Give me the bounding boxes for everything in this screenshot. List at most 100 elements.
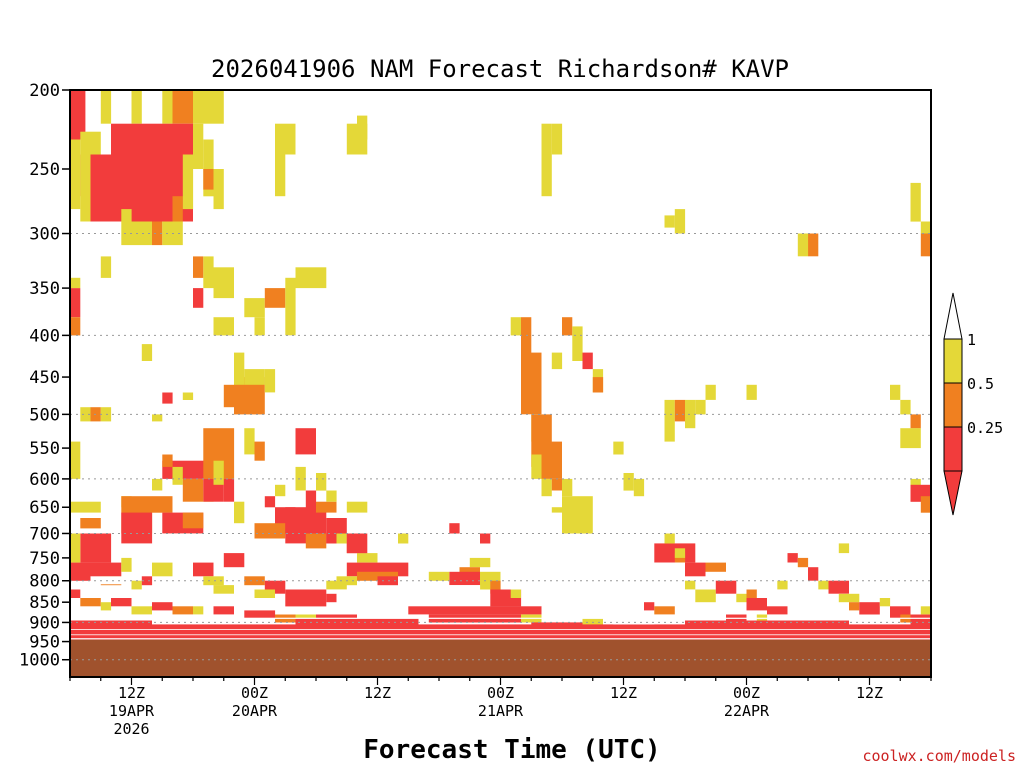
ri-region-Y-84 bbox=[664, 399, 675, 442]
ri-region-Y-81 bbox=[613, 441, 624, 455]
ri-gap-9 bbox=[613, 618, 655, 625]
ri-region-Y-166 bbox=[203, 576, 224, 586]
ri-region-Y-22 bbox=[100, 256, 112, 278]
ri-region-O-106 bbox=[152, 496, 173, 513]
ri-region-Y-13 bbox=[131, 221, 152, 246]
ri-region-Y-72 bbox=[562, 478, 573, 497]
ri-region-Y-31 bbox=[244, 298, 265, 318]
ri-region-O-65 bbox=[521, 352, 542, 415]
ri-region-R-226 bbox=[70, 620, 152, 627]
ri-region-O-131 bbox=[305, 533, 327, 549]
ri-region-Y-177 bbox=[100, 602, 112, 611]
y-tick-label-450: 450 bbox=[29, 368, 60, 388]
ri-region-Y-107 bbox=[152, 478, 163, 491]
ri-region-Y-95 bbox=[910, 478, 921, 491]
ri-region-R-212 bbox=[787, 553, 798, 563]
ri-region-Y-34 bbox=[285, 277, 296, 336]
ri-region-R-155 bbox=[377, 576, 398, 586]
ri-region-Y-35 bbox=[295, 267, 316, 289]
ri-region-Y-136 bbox=[336, 533, 347, 544]
ri-region-R-105 bbox=[121, 512, 153, 544]
ri-region-Y-18 bbox=[193, 123, 204, 169]
ri-region-O-16 bbox=[172, 196, 183, 222]
credit-link[interactable]: coolwx.com/models bbox=[862, 747, 1016, 765]
ri-region-R-143 bbox=[480, 533, 491, 544]
ri-region-R-158 bbox=[90, 562, 122, 581]
ri-region-O-85 bbox=[674, 399, 686, 422]
ri-region-Y-168 bbox=[213, 585, 234, 594]
y-tick-label-400: 400 bbox=[29, 326, 60, 346]
ri-region-Y-61 bbox=[920, 221, 932, 234]
ri-region-Y-25 bbox=[213, 267, 234, 299]
ri-gap-0 bbox=[70, 617, 931, 619]
ri-region-Y-198 bbox=[664, 533, 675, 544]
ri-gap-8 bbox=[541, 606, 603, 617]
ri-region-Y-80 bbox=[551, 507, 563, 513]
ri-region-R-156 bbox=[80, 533, 112, 563]
ri-region-R-130 bbox=[305, 490, 317, 513]
y-tick-label-900: 900 bbox=[29, 613, 60, 633]
ri-region-Y-129 bbox=[295, 466, 306, 491]
ri-region-Y-159 bbox=[121, 557, 132, 572]
x-tick-label-1-0: 00Z bbox=[241, 684, 268, 702]
x-tick-label-5-1: 22APR bbox=[724, 702, 770, 720]
y-tick-label-250: 250 bbox=[29, 160, 60, 180]
ri-region-Y-217 bbox=[838, 593, 860, 603]
ri-region-Y-89 bbox=[746, 384, 757, 400]
ri-region-O-145 bbox=[459, 567, 480, 577]
ri-region-O-69 bbox=[541, 441, 562, 479]
ri-region-R-194 bbox=[644, 602, 655, 611]
ri-region-O-181 bbox=[172, 606, 193, 615]
ri-region-Y-94 bbox=[910, 428, 921, 449]
ri-region-R-167 bbox=[223, 553, 245, 568]
ri-region-Y-24 bbox=[203, 256, 214, 289]
ri-region-Y-82 bbox=[623, 473, 634, 491]
y-tick-label-350: 350 bbox=[29, 279, 60, 299]
ri-region-R-228 bbox=[685, 620, 849, 627]
ri-region-O-176 bbox=[80, 598, 101, 607]
ri-region-R-200 bbox=[685, 562, 706, 577]
ri-gap-5 bbox=[172, 598, 214, 605]
ri-region-Y-98 bbox=[838, 543, 850, 554]
ri-region-O-29 bbox=[70, 317, 81, 336]
ri-region-Y-144 bbox=[469, 557, 491, 568]
ri-region-Y-58 bbox=[797, 233, 809, 257]
ri-region-Y-147 bbox=[428, 571, 450, 581]
ri-region-R-0 bbox=[70, 90, 86, 140]
legend-swatch-1 bbox=[943, 382, 963, 428]
ri-region-Y-100 bbox=[70, 501, 91, 513]
ri-region-R-204 bbox=[715, 580, 737, 594]
ri-region-O-169 bbox=[244, 576, 265, 586]
ri-region-Y-30 bbox=[70, 277, 81, 289]
ri-region-O-78 bbox=[592, 377, 604, 393]
ri-gap-10 bbox=[787, 606, 829, 617]
ri-region-Y-59 bbox=[910, 182, 921, 222]
x-axis-label: Forecast Time (UTC) bbox=[363, 735, 660, 765]
ri-region-R-161 bbox=[70, 562, 91, 581]
ri-region-Y-17 bbox=[182, 154, 194, 210]
ri-region-O-104 bbox=[80, 518, 101, 529]
ri-region-O-149 bbox=[490, 580, 501, 594]
ri-region-Y-56 bbox=[674, 209, 686, 234]
ri-region-Y-179 bbox=[131, 606, 152, 615]
ri-region-O-109 bbox=[162, 454, 173, 467]
ri-region-Y-70 bbox=[541, 478, 552, 497]
ri-region-Y-3 bbox=[100, 90, 112, 124]
ri-region-O-213 bbox=[797, 557, 809, 568]
ri-region-Y-50 bbox=[275, 154, 286, 197]
y-tick-label-300: 300 bbox=[29, 225, 60, 245]
ri-region-Y-39 bbox=[234, 352, 245, 385]
ri-region-R-123 bbox=[264, 496, 276, 508]
ri-region-R-26 bbox=[193, 288, 204, 308]
x-tick-label-5-0: 00Z bbox=[733, 684, 760, 702]
ri-region-Y-199 bbox=[674, 548, 686, 558]
ri-region-Y-19 bbox=[203, 139, 214, 197]
ri-gap-2 bbox=[70, 634, 931, 636]
ri-region-Y-88 bbox=[705, 384, 716, 400]
ri-region-O-122 bbox=[254, 441, 265, 461]
ri-region-Y-47 bbox=[100, 407, 112, 422]
ri-region-R-216 bbox=[828, 580, 849, 594]
y-tick-label-950: 950 bbox=[29, 633, 60, 653]
ri-region-O-60 bbox=[920, 233, 932, 257]
